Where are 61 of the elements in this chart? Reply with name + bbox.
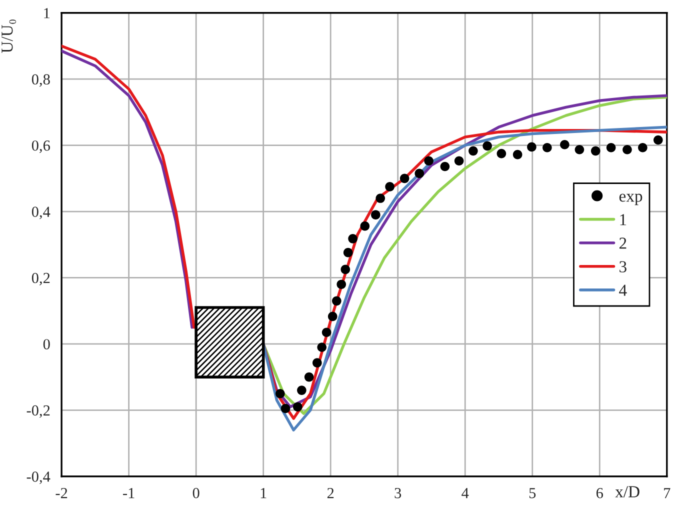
point [275,388,285,398]
point [414,168,424,178]
x-tick-label: 6 [596,488,604,498]
y-tick-label: 0,8 [32,74,50,87]
point [385,182,394,192]
point [371,210,380,220]
x-tick-label: 0 [192,488,200,498]
y-tick-label: 0,4 [32,206,50,220]
y-tick-label: -0,4 [26,472,50,484]
y-tick-label: -0,2 [26,405,50,418]
x-tick-label: -1 [123,488,134,498]
point [312,358,322,368]
y-tick-label: 0,2 [32,272,50,286]
point [468,146,478,156]
x-tick-label: 2 [327,488,334,498]
point [542,142,552,152]
y-tick-label: 0,6 [32,140,50,153]
x-tick-label: 3 [394,488,402,498]
point [400,174,410,184]
x-axis-title: x/D [615,486,640,498]
point [424,156,434,166]
point [340,264,350,274]
point [328,312,338,322]
x-tick-label: -2 [56,488,68,498]
point [360,221,370,231]
point [574,144,584,154]
x-tick-label: 4 [462,488,469,498]
y-tick-label: 1 [44,8,50,18]
point [322,328,332,338]
point [560,140,570,150]
point [512,150,522,160]
legend-label: 4 [619,284,627,296]
y-tick-label: 0 [43,339,50,350]
x-tick-label: 5 [529,488,536,498]
point [376,194,386,203]
y-axis-title: U/U₀ [2,20,16,53]
legend-label: exp [619,194,642,206]
point [496,148,506,158]
point [482,141,492,151]
point [527,142,536,152]
x-tick-label: 1 [260,488,266,498]
point [440,162,450,172]
point [292,402,302,412]
point [638,142,648,152]
point [606,142,616,152]
point [653,135,663,145]
legend-label: 1 [620,214,626,226]
point [304,372,314,382]
point [454,156,464,166]
legend-label: 3 [620,261,626,272]
point [343,248,353,258]
point [348,234,358,244]
point [280,404,290,414]
point [332,296,342,306]
point [317,342,327,352]
point [590,146,600,156]
point [297,386,306,395]
x-tick-label: 7 [664,488,670,498]
point [622,144,632,154]
legend-label: 2 [619,238,626,249]
point [336,280,346,290]
